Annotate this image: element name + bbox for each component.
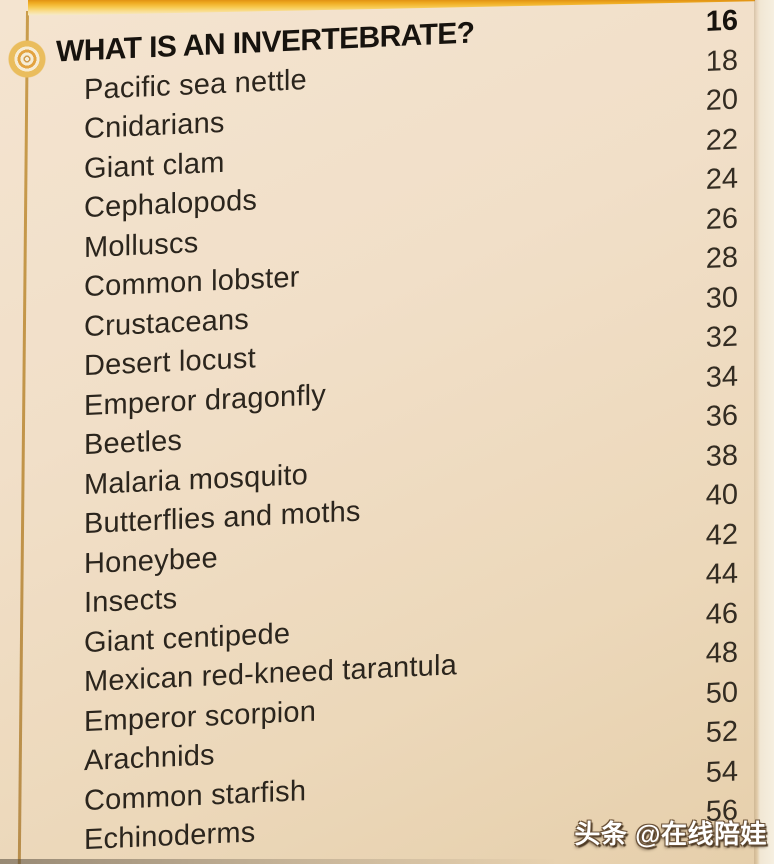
toc-entry-label: Common lobster (84, 261, 300, 304)
toc-entry-label: Molluscs (84, 226, 199, 264)
toc-page-number: 50 (705, 676, 738, 710)
toc-entry-label: Giant centipede (84, 617, 291, 659)
watermark-text: 头条 @在线陪娃 (574, 819, 767, 849)
toc-entry-label: Insects (84, 583, 178, 620)
page-edge (754, 0, 774, 864)
page-bottom-shadow (0, 859, 774, 864)
toc-entry-label: Cephalopods (84, 184, 258, 225)
toc-page-number: 24 (705, 162, 738, 197)
toc-page-number: 42 (705, 518, 738, 552)
toc-entry-label: Echinoderms (84, 816, 256, 857)
toc-page-number: 36 (705, 399, 738, 434)
toc-page-number: 30 (705, 281, 738, 315)
toc-page-number: 18 (705, 44, 738, 78)
toc-page-number: 40 (705, 478, 738, 513)
toc-entry-label: Arachnids (84, 739, 215, 778)
toc-entry-label: Pacific sea nettle (84, 63, 307, 106)
toc-entry-label: Honeybee (84, 541, 218, 580)
toc-entry-label: Cnidarians (84, 107, 225, 146)
toc-page-number: 46 (705, 597, 738, 631)
bullseye-icon (8, 40, 46, 78)
toc-page-number: 44 (705, 557, 738, 592)
toc-page-number: 20 (705, 83, 738, 118)
toc-page-number: 38 (705, 439, 738, 473)
toc-page-number: 52 (705, 715, 738, 750)
toc-entry-label: Giant clam (84, 146, 225, 185)
toc-entry-label: Desert locust (84, 342, 256, 383)
toc-page-number: 54 (705, 755, 738, 789)
toc-page-number: 32 (705, 320, 738, 355)
toc-entry-label: Beetles (84, 424, 183, 462)
toc-page-number: 28 (705, 241, 738, 276)
toc-page-number: 16 (705, 4, 738, 39)
toc-entry-label: Malaria mosquito (84, 458, 309, 501)
toc-page-number: 48 (705, 636, 738, 671)
toc-page-number: 34 (705, 360, 738, 394)
toc-page-number: 22 (705, 123, 738, 157)
toc-page-number: 26 (705, 202, 738, 236)
toc-entry-label: Common starfish (84, 774, 307, 817)
toc-entry-label: Crustaceans (84, 303, 249, 343)
